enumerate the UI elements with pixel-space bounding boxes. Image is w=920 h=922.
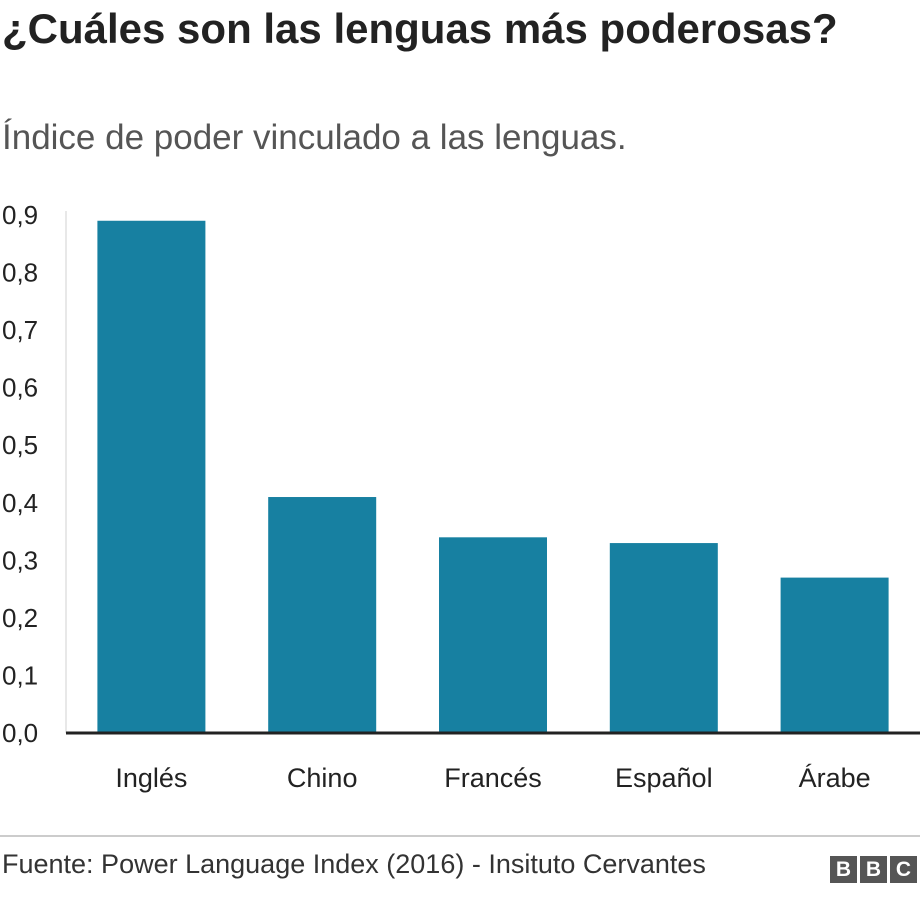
y-tick-label: 0,1 — [2, 660, 38, 690]
y-tick-label: 0,9 — [2, 200, 38, 230]
bar — [780, 577, 889, 733]
logo-letter: B — [830, 856, 857, 883]
source-note: Fuente: Power Language Index (2016) - In… — [2, 849, 706, 879]
x-axis: Inglés Chino Francés Español Árabe — [115, 763, 870, 793]
y-tick-label: 0,3 — [2, 545, 38, 575]
bar — [97, 220, 206, 733]
y-tick-label: 0,4 — [2, 488, 38, 518]
x-tick-label: Español — [615, 763, 713, 793]
x-tick-label: Francés — [444, 763, 542, 793]
x-tick-label: Inglés — [115, 763, 187, 793]
y-tick-label: 0,7 — [2, 315, 38, 345]
y-tick-label: 0,0 — [2, 718, 38, 748]
logo-letter: B — [860, 856, 887, 883]
footer-divider — [0, 835, 920, 837]
bar — [609, 543, 718, 733]
logo-letter: C — [890, 856, 917, 883]
y-tick-label: 0,2 — [2, 603, 38, 633]
bar — [268, 497, 377, 733]
x-tick-label: Chino — [287, 763, 358, 793]
chart-subtitle: Índice de poder vinculado a las lenguas. — [2, 118, 627, 157]
bar-chart: 0,0 0,1 0,2 0,3 0,4 0,5 0,6 0,7 0,8 0,9 Inglés Chi… — [2, 200, 920, 793]
bars — [97, 220, 889, 733]
bar — [439, 537, 547, 733]
y-tick-label: 0,8 — [2, 258, 38, 288]
y-axis: 0,0 0,1 0,2 0,3 0,4 0,5 0,6 0,7 0,8 0,9 — [2, 200, 67, 748]
chart-title: ¿Cuáles son las lenguas más poderosas? — [2, 5, 838, 52]
x-tick-label: Árabe — [799, 763, 871, 793]
y-tick-label: 0,5 — [2, 430, 38, 460]
bbc-logo: B B C — [830, 856, 917, 883]
y-tick-label: 0,6 — [2, 373, 38, 403]
